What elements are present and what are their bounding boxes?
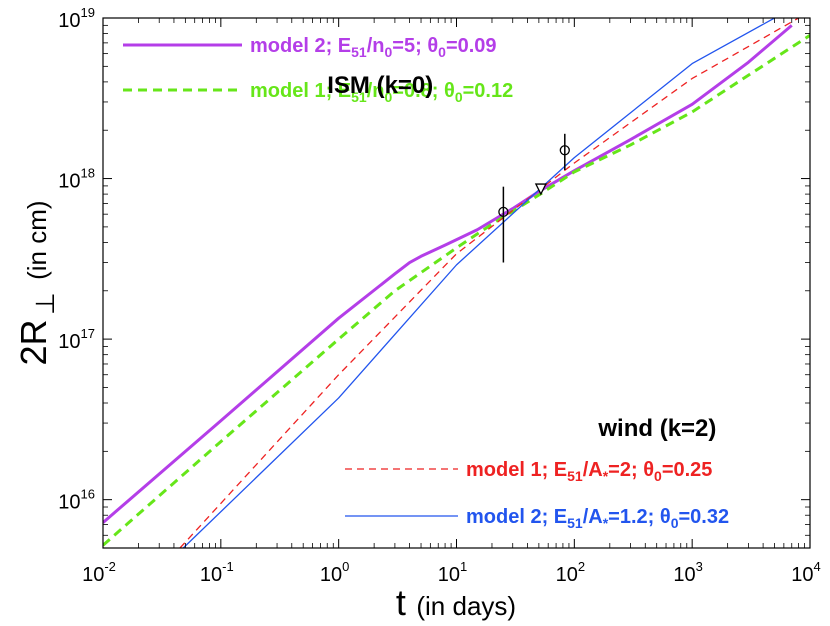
x-tick-label: 101 bbox=[438, 559, 467, 586]
series-line-4 bbox=[182, 18, 775, 548]
legend-label: model 2; E51/n0=5; θ0=0.09 bbox=[250, 35, 497, 60]
x-tick-label: 10-1 bbox=[200, 559, 234, 586]
x-tick-label: 10-2 bbox=[82, 559, 116, 586]
x-tick-label: 100 bbox=[320, 559, 349, 586]
y-tick-label: 1016 bbox=[58, 487, 95, 514]
legend-entry-3: model 1; E51/A*=2; θ0=0.25 bbox=[345, 459, 712, 484]
legend-label: model 1; E51/A*=2; θ0=0.25 bbox=[466, 459, 712, 484]
y-tick-label: 1019 bbox=[58, 5, 95, 32]
x-axis-label-main: t bbox=[396, 582, 406, 623]
observation-point-1 bbox=[498, 186, 509, 263]
circle-marker bbox=[559, 145, 570, 156]
legend-entry-4: model 2; E51/A*=1.2; θ0=0.32 bbox=[345, 506, 729, 531]
series-line-1 bbox=[103, 24, 793, 524]
circle-marker bbox=[498, 206, 509, 218]
y-tick-label: 1018 bbox=[58, 166, 95, 193]
y-axis-label-main: 2R bbox=[13, 319, 54, 365]
legend-entry-1: model 2; E51/n0=5; θ0=0.09 bbox=[123, 35, 497, 60]
x-tick-label: 104 bbox=[791, 559, 820, 586]
x-tick-label: 103 bbox=[673, 559, 702, 586]
y-axis-label-subscript: ⊥ bbox=[30, 292, 60, 315]
x-axis-label-unit: (in days) bbox=[416, 591, 516, 621]
plot-frame bbox=[102, 17, 811, 549]
y-tick-label: 1017 bbox=[58, 326, 95, 353]
y-axis-label-unit: (in cm) bbox=[22, 200, 52, 279]
legend-label: model 2; E51/A*=1.2; θ0=0.32 bbox=[466, 506, 729, 531]
legend-label: model 1; E51/n0=0.8; θ0=0.12 bbox=[250, 80, 513, 105]
series-line-2 bbox=[103, 34, 810, 547]
triangle-marker bbox=[534, 183, 547, 196]
observation-point-3 bbox=[534, 183, 547, 196]
plot-background bbox=[103, 18, 810, 548]
x-axis-label: t (in days) bbox=[396, 582, 516, 623]
series-line-3 bbox=[179, 18, 799, 548]
annotation-2: wind (k=2) bbox=[597, 415, 716, 442]
y-axis-label: 2R ⊥ (in cm) bbox=[13, 200, 60, 365]
annotation-1: ISM (k=0) bbox=[327, 72, 433, 99]
observation-point-2 bbox=[559, 133, 570, 171]
legend-entry-2: model 1; E51/n0=0.8; θ0=0.12 bbox=[123, 80, 513, 105]
x-tick-label: 102 bbox=[556, 559, 585, 586]
